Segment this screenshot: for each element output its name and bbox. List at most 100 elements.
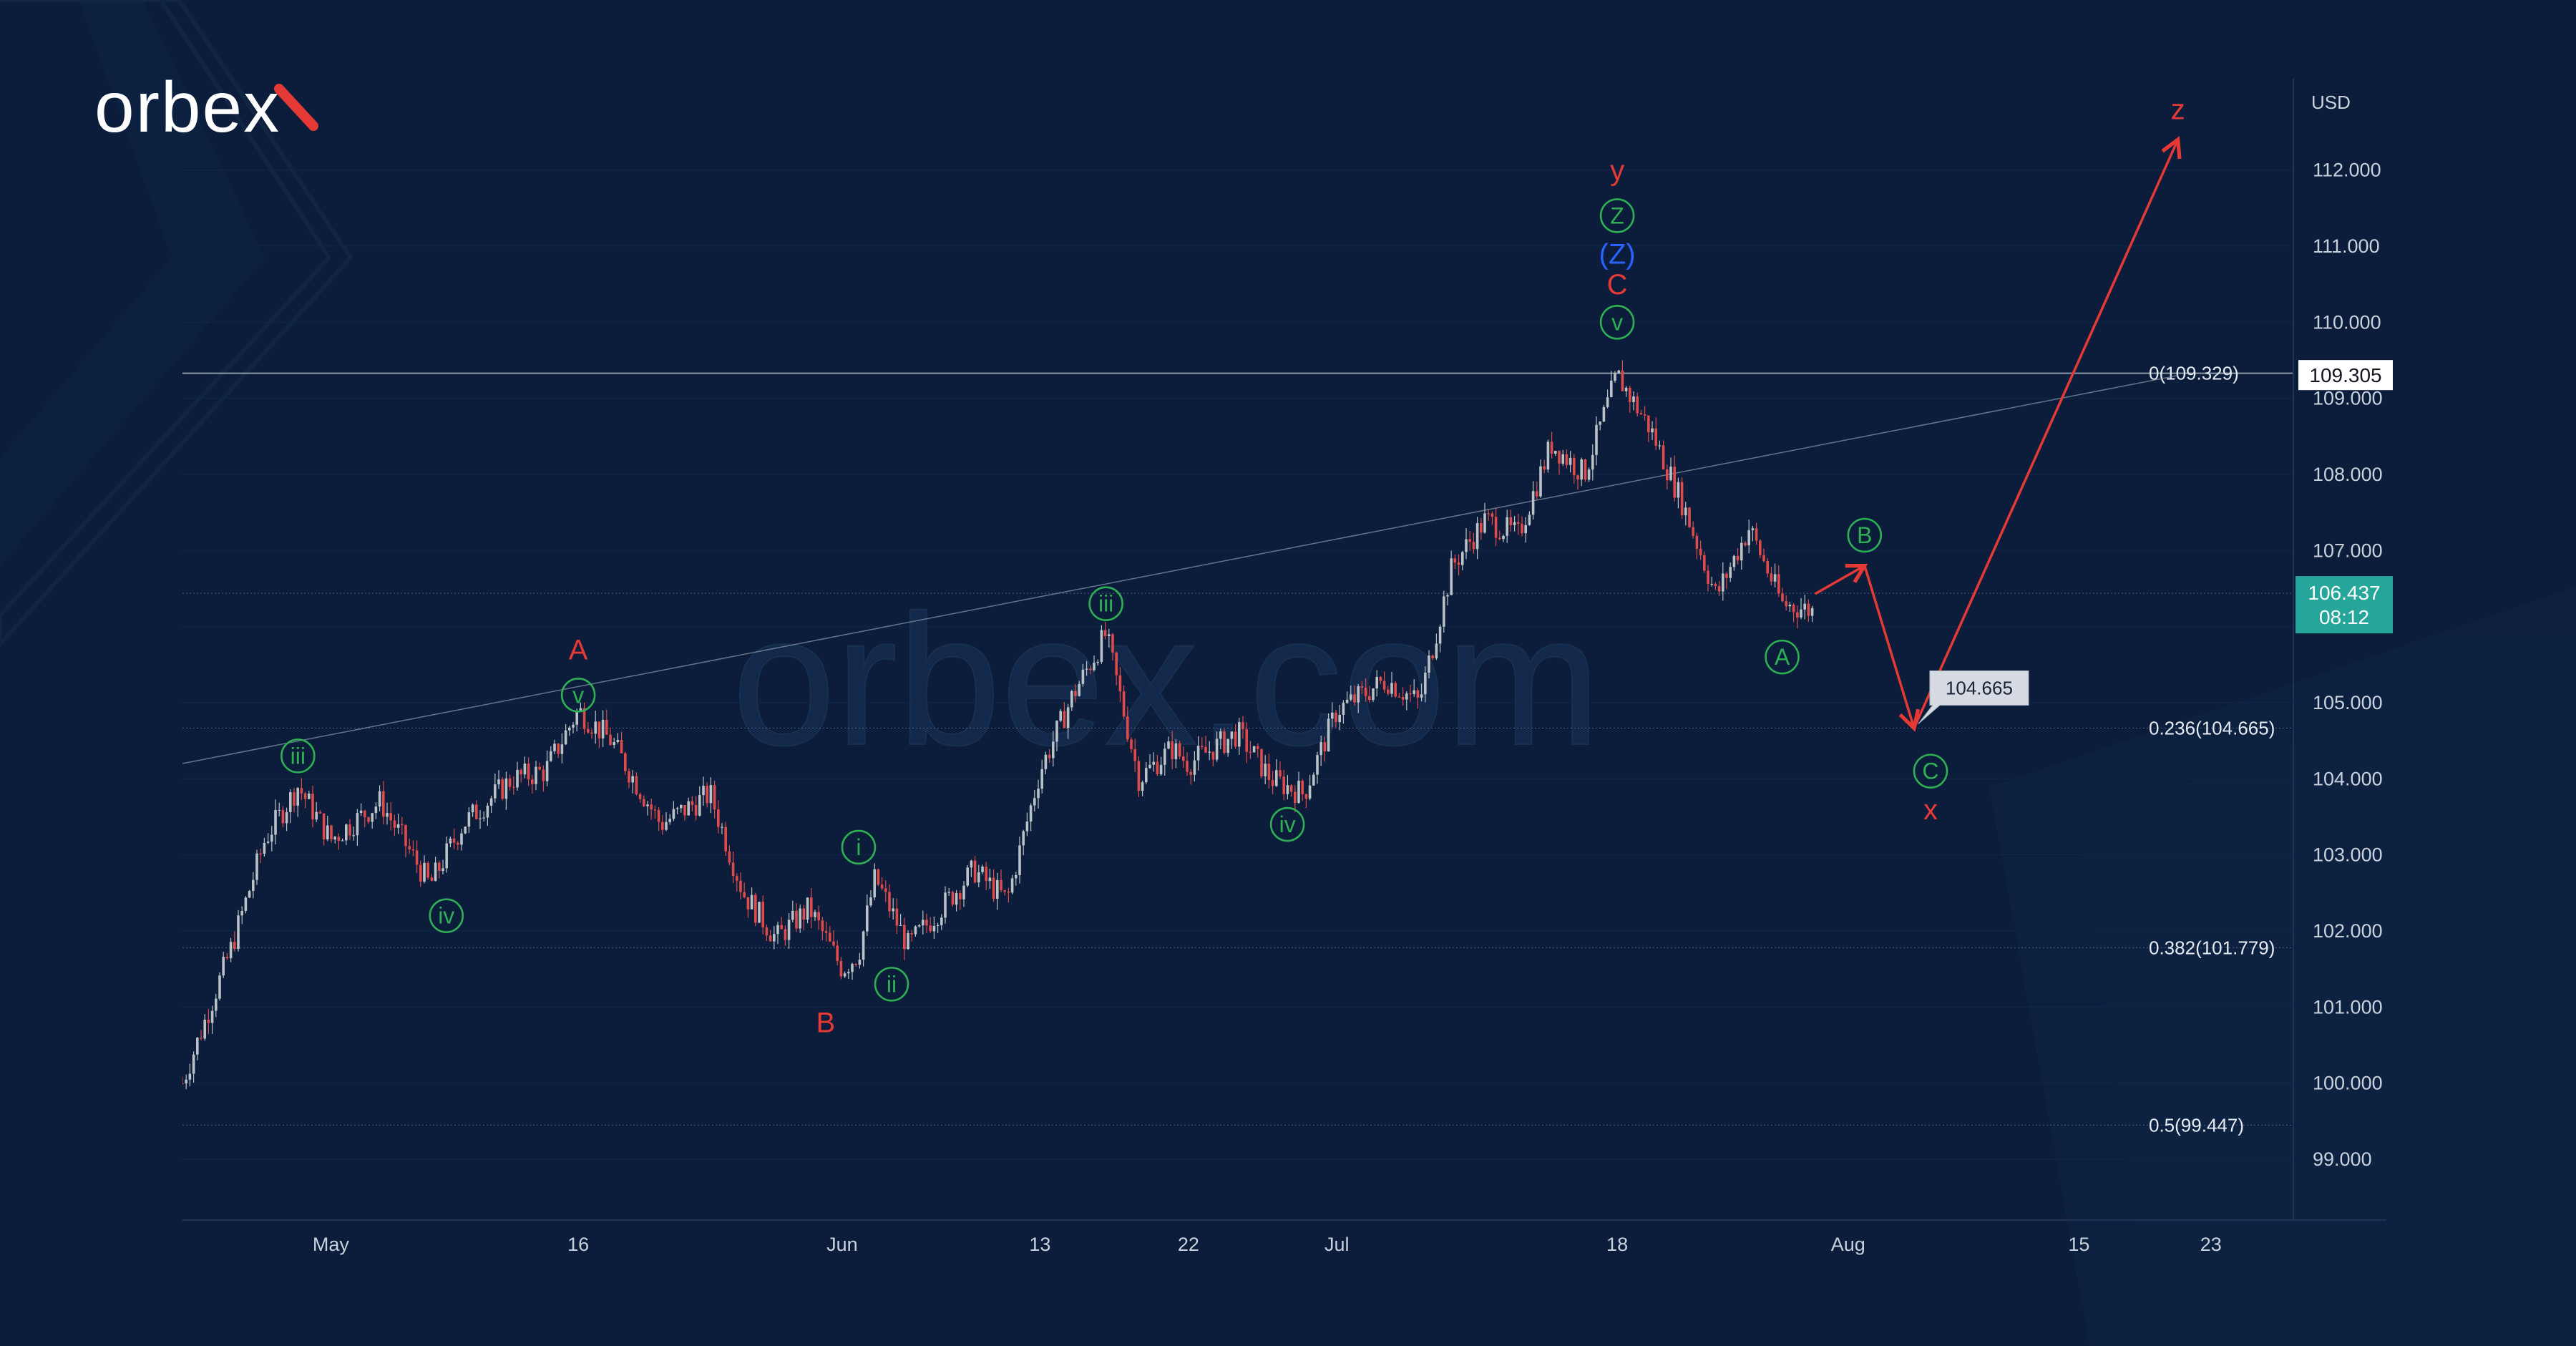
brand-logo-text: orbex bbox=[94, 67, 280, 147]
candle-body bbox=[1055, 721, 1058, 742]
candle-body bbox=[233, 942, 236, 950]
candle-body bbox=[1096, 661, 1099, 663]
candle-body bbox=[1524, 525, 1527, 534]
candle-body bbox=[1375, 676, 1378, 689]
candle-body bbox=[1502, 535, 1505, 540]
candle-body bbox=[1792, 605, 1795, 613]
candle-body bbox=[1438, 626, 1442, 644]
candle-body bbox=[731, 862, 735, 877]
wave-label-text: Z bbox=[1610, 203, 1624, 228]
candle-body bbox=[1717, 586, 1721, 592]
candle-body bbox=[877, 869, 880, 885]
candle-body bbox=[341, 840, 344, 842]
candle-body bbox=[452, 838, 456, 843]
candle-body bbox=[1453, 558, 1457, 563]
fib-level-label: 0.382(101.779) bbox=[2149, 937, 2275, 958]
candle-body bbox=[873, 869, 876, 897]
candle-body bbox=[1126, 716, 1129, 740]
candle-body bbox=[1494, 517, 1498, 538]
candle-body bbox=[1103, 630, 1107, 637]
candle-body bbox=[281, 809, 285, 824]
candle-body bbox=[1424, 673, 1427, 695]
candle-body bbox=[1357, 686, 1360, 703]
candle-body bbox=[1568, 457, 1572, 465]
candle-body bbox=[824, 931, 828, 933]
candle-body bbox=[434, 862, 437, 882]
candle-body bbox=[951, 892, 955, 905]
candle-body bbox=[300, 788, 303, 794]
candle-body bbox=[843, 973, 847, 977]
candle-body bbox=[508, 778, 512, 787]
candle-body bbox=[430, 877, 434, 882]
candle-body bbox=[1189, 771, 1192, 775]
candle-body bbox=[240, 910, 243, 916]
candle-body bbox=[721, 826, 723, 828]
candle-body bbox=[1695, 535, 1699, 549]
wave-label-circled: iii bbox=[1088, 586, 1123, 622]
candle-body bbox=[839, 960, 843, 977]
candle-body bbox=[1446, 595, 1449, 597]
candle-body bbox=[1450, 558, 1453, 595]
candle-body bbox=[1428, 655, 1430, 673]
candle-body bbox=[858, 960, 862, 965]
candle-body bbox=[970, 860, 973, 868]
candle-body bbox=[1669, 467, 1672, 481]
candle-body bbox=[1301, 781, 1304, 794]
candle-body bbox=[1003, 890, 1006, 892]
candle-body bbox=[1729, 567, 1732, 578]
candle-body bbox=[1539, 466, 1542, 497]
candle-body bbox=[1443, 596, 1445, 627]
wave-label-text: z bbox=[2171, 94, 2185, 126]
candle-body bbox=[691, 801, 694, 806]
x-tick-label: 22 bbox=[1178, 1234, 1199, 1255]
candle-body bbox=[854, 964, 857, 965]
candle-body bbox=[1788, 605, 1792, 607]
orbex-logo: orbex bbox=[94, 67, 318, 147]
candle-body bbox=[829, 932, 831, 942]
candle-body bbox=[1684, 507, 1687, 516]
candle-body bbox=[1215, 738, 1219, 760]
candle-body bbox=[1773, 574, 1777, 582]
candle-body bbox=[992, 877, 995, 899]
candle-body bbox=[628, 771, 630, 783]
candle-body bbox=[560, 744, 564, 754]
wave-label-circled: A bbox=[1765, 639, 1800, 675]
candle-body bbox=[922, 920, 924, 926]
candle-body bbox=[1390, 683, 1393, 694]
candle-body bbox=[229, 942, 233, 959]
candle-body bbox=[1614, 373, 1616, 381]
candle-body bbox=[1465, 539, 1468, 552]
candle-body bbox=[1122, 691, 1126, 717]
candle-body bbox=[1472, 542, 1475, 550]
candle-body bbox=[457, 842, 459, 845]
candle-body bbox=[687, 801, 690, 816]
x-tick-label: 16 bbox=[567, 1234, 589, 1255]
candle-body bbox=[523, 764, 527, 775]
candle-body bbox=[821, 920, 824, 932]
candle-body bbox=[1182, 756, 1185, 761]
candle-body bbox=[415, 850, 419, 865]
x-tick-labels: May 16 Jun 13 22 Jul 18 Aug 15 23 bbox=[313, 1234, 2222, 1255]
wave-label-text: A bbox=[1775, 644, 1790, 670]
candle-body bbox=[1498, 537, 1501, 540]
wave-label-circled: iii bbox=[280, 738, 316, 774]
candle-body bbox=[709, 785, 713, 804]
candle-body bbox=[832, 941, 835, 946]
candle-body bbox=[225, 957, 229, 959]
candle-body bbox=[1286, 785, 1289, 794]
candle-body bbox=[404, 825, 407, 847]
candle-body bbox=[348, 824, 351, 836]
candle-body bbox=[806, 897, 809, 920]
candle-body bbox=[1528, 514, 1531, 525]
candle-body bbox=[1360, 686, 1364, 688]
candle-body bbox=[1282, 776, 1285, 794]
candle-body bbox=[1230, 731, 1234, 739]
candle-body bbox=[866, 905, 869, 932]
candle-body bbox=[925, 920, 928, 926]
candle-body bbox=[1163, 748, 1166, 765]
candle-body bbox=[1018, 845, 1021, 875]
candle-body bbox=[743, 892, 746, 897]
